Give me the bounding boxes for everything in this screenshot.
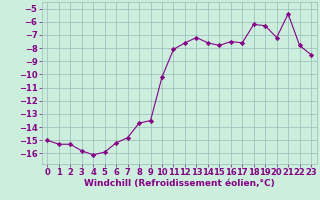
X-axis label: Windchill (Refroidissement éolien,°C): Windchill (Refroidissement éolien,°C): [84, 179, 275, 188]
